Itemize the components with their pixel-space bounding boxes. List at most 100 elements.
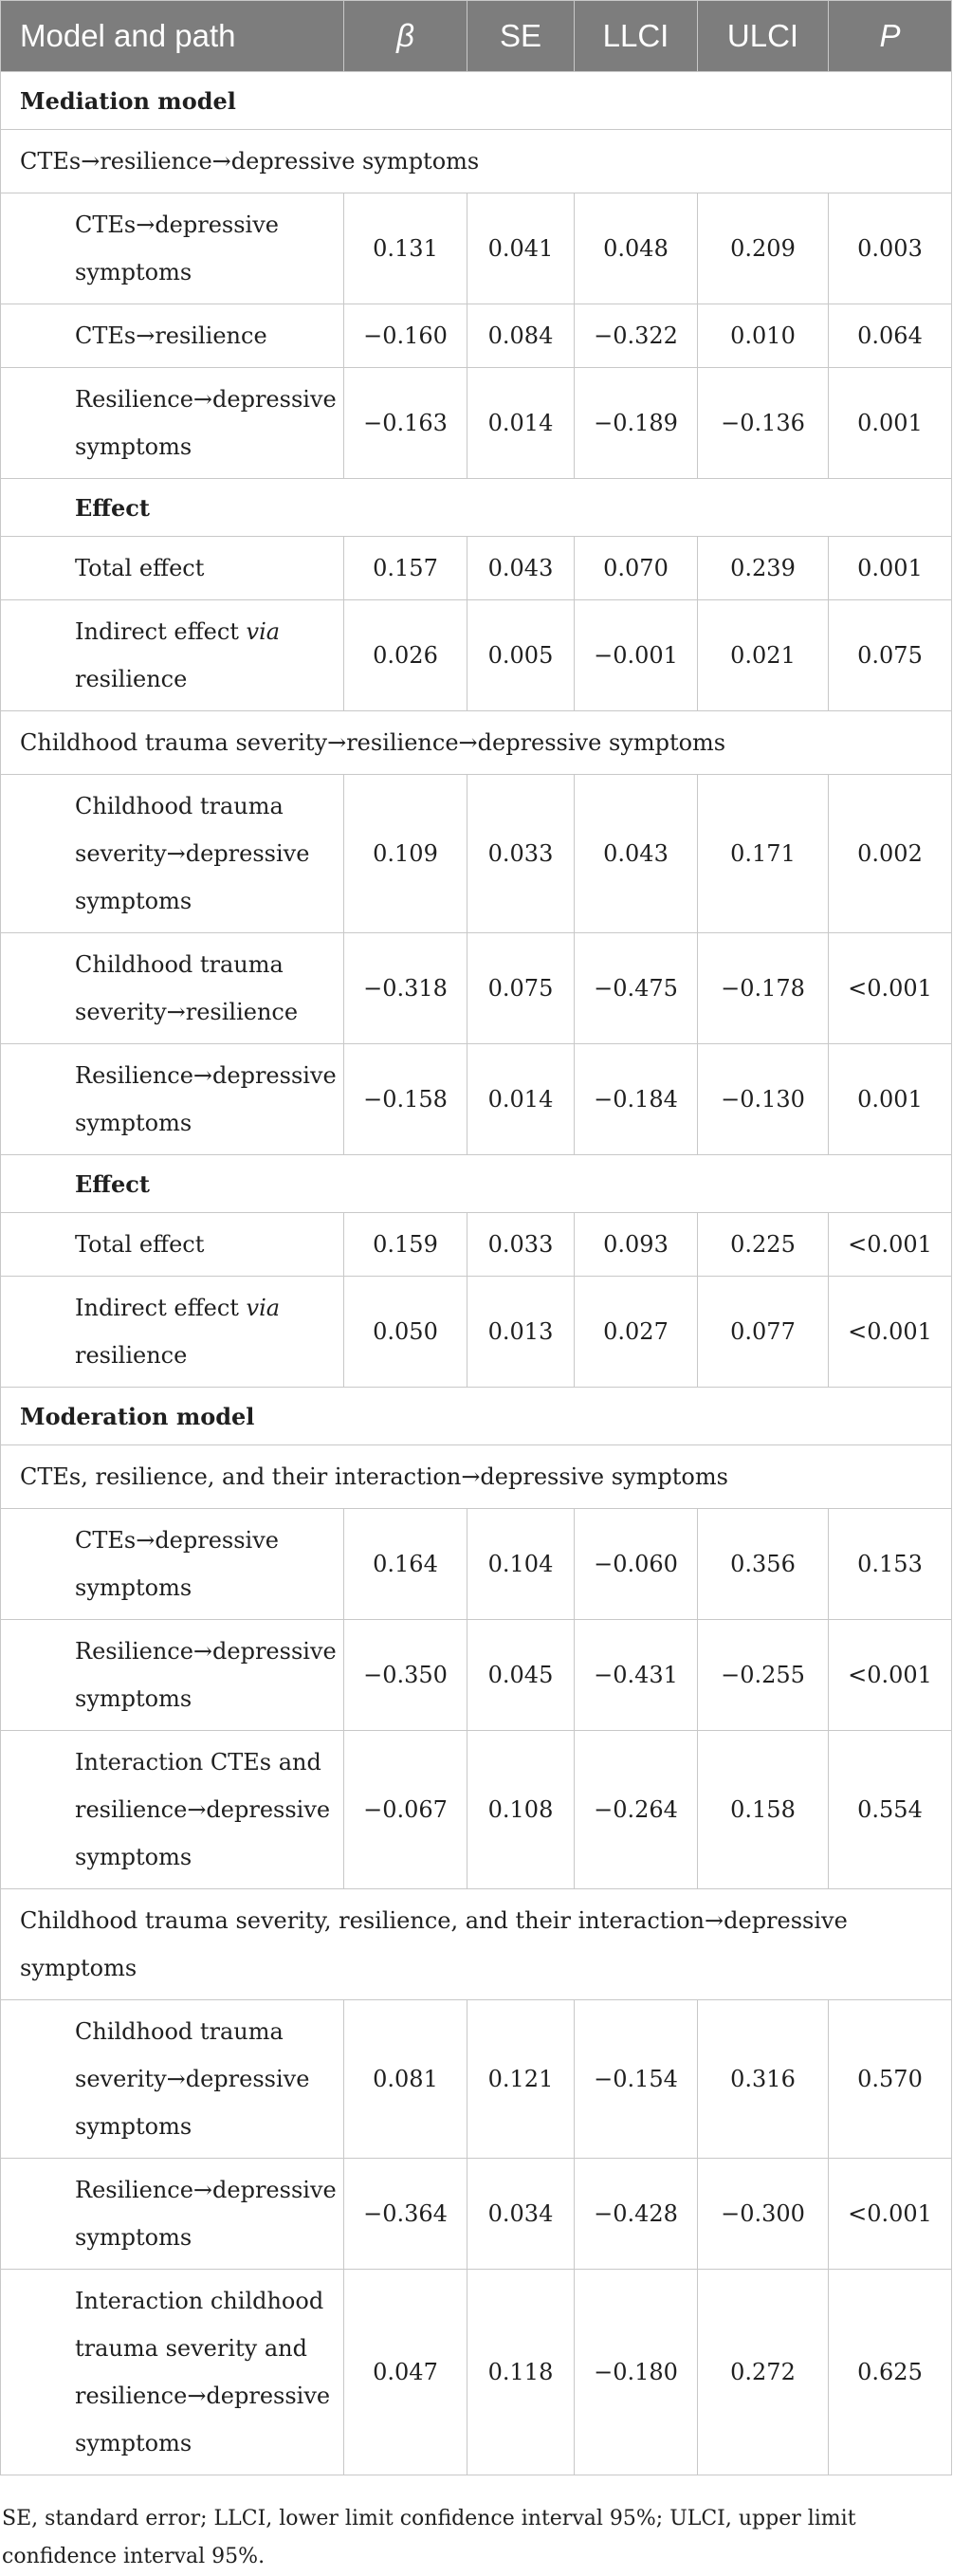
cell-p: <0.001	[828, 1276, 952, 1388]
path-label-text: Indirect effect	[75, 618, 247, 645]
subsection-row: CTEs, resilience, and their interaction→…	[0, 1444, 952, 1509]
table-body: Mediation model CTEs→resilience→depressiv…	[0, 71, 952, 2475]
cell-beta: −0.350	[343, 1619, 467, 1731]
path-label: Childhood trauma severity→resilience	[0, 932, 344, 1044]
effect-header-row: Effect	[0, 478, 952, 537]
cell-llci: −0.189	[574, 367, 698, 479]
cell-beta: −0.158	[343, 1043, 467, 1155]
section-header-row: Mediation model	[0, 71, 952, 130]
path-label: Total effect	[0, 1212, 344, 1277]
path-label-text: Childhood trauma severity→depressive sym…	[75, 2018, 310, 2140]
cell-beta: 0.164	[343, 1508, 467, 1620]
sub-label: CTEs, resilience, and their interaction→…	[0, 1444, 952, 1509]
path-label-text: CTEs→depressive symptoms	[75, 1527, 279, 1601]
path-label: Resilience→depressive symptoms	[0, 367, 344, 479]
path-label-text: Childhood trauma severity→resilience	[75, 951, 299, 1025]
cell-beta: 0.050	[343, 1276, 467, 1388]
cell-ulci: 0.171	[697, 774, 829, 933]
table-row: Resilience→depressive symptoms −0.364 0.03…	[0, 2158, 952, 2270]
cell-llci: −0.264	[574, 1730, 698, 1889]
path-label: CTEs→resilience	[0, 304, 344, 368]
table-row: CTEs→depressive symptoms 0.131 0.041 0.048 0…	[0, 193, 952, 304]
cell-p: <0.001	[828, 932, 952, 1044]
cell-se: 0.104	[467, 1508, 575, 1620]
path-label: Childhood trauma severity→depressive sym…	[0, 1999, 344, 2159]
cell-p: <0.001	[828, 1619, 952, 1731]
cell-ulci: 0.209	[697, 193, 829, 304]
cell-ulci: −0.255	[697, 1619, 829, 1731]
cell-ulci: 0.021	[697, 599, 829, 711]
table-row: Total effect 0.157 0.043 0.070 0.239 0.001	[0, 536, 952, 600]
path-label-text: Indirect effect	[75, 1295, 247, 1321]
cell-se: 0.014	[467, 367, 575, 479]
path-label-italic: via	[246, 1295, 281, 1321]
cell-llci: −0.431	[574, 1619, 698, 1731]
cell-beta: −0.067	[343, 1730, 467, 1889]
path-label-text: Interaction CTEs and resilience→depressi…	[75, 1749, 331, 1870]
effect-label: Effect	[0, 478, 952, 537]
cell-p: 0.075	[828, 599, 952, 711]
cell-ulci: 0.077	[697, 1276, 829, 1388]
cell-llci: −0.184	[574, 1043, 698, 1155]
cell-se: 0.033	[467, 774, 575, 933]
cell-llci: −0.001	[574, 599, 698, 711]
table-row: Childhood trauma severity→depressive sym…	[0, 1999, 952, 2159]
subsection-row: Childhood trauma severity→resilience→dep…	[0, 710, 952, 775]
header-p: P	[828, 0, 952, 72]
path-label: Resilience→depressive symptoms	[0, 1619, 344, 1731]
path-label: Interaction CTEs and resilience→depressi…	[0, 1730, 344, 1889]
path-label-text: Total effect	[75, 555, 205, 581]
path-label-text: Childhood trauma severity→depressive sym…	[75, 793, 310, 914]
cell-se: 0.033	[467, 1212, 575, 1277]
cell-se: 0.041	[467, 193, 575, 304]
table-row: CTEs→depressive symptoms 0.164 0.104 −0.060…	[0, 1508, 952, 1620]
path-label-suffix: resilience	[75, 1342, 188, 1369]
cell-beta: 0.047	[343, 2269, 467, 2475]
cell-p: <0.001	[828, 2158, 952, 2270]
sub-label: CTEs→resilience→depressive symptoms	[0, 129, 952, 193]
cell-llci: 0.070	[574, 536, 698, 600]
table-header-row: Model and path β SE LLCI ULCI P	[0, 0, 952, 72]
table-row: CTEs→resilience −0.160 0.084 −0.322 0.010 0.0…	[0, 304, 952, 368]
table-row: Total effect 0.159 0.033 0.093 0.225 <0.001	[0, 1212, 952, 1277]
path-label-text: Interaction childhood trauma severity an…	[75, 2288, 331, 2456]
header-ulci: ULCI	[697, 0, 829, 72]
cell-beta: 0.159	[343, 1212, 467, 1277]
cell-p: 0.001	[828, 367, 952, 479]
path-label: Total effect	[0, 536, 344, 600]
cell-ulci: −0.130	[697, 1043, 829, 1155]
cell-se: 0.075	[467, 932, 575, 1044]
cell-beta: 0.026	[343, 599, 467, 711]
cell-se: 0.045	[467, 1619, 575, 1731]
cell-ulci: 0.239	[697, 536, 829, 600]
path-label: Resilience→depressive symptoms	[0, 2158, 344, 2270]
header-model-path: Model and path	[0, 0, 344, 72]
results-table: Model and path β SE LLCI ULCI P Mediatio…	[0, 0, 952, 2475]
subsection-row: CTEs→resilience→depressive symptoms	[0, 129, 952, 193]
cell-llci: 0.027	[574, 1276, 698, 1388]
table-row: Resilience→depressive symptoms −0.163 0.01…	[0, 367, 952, 479]
cell-p: 0.001	[828, 536, 952, 600]
cell-p: 0.002	[828, 774, 952, 933]
section-header-row: Moderation model	[0, 1387, 952, 1445]
cell-se: 0.013	[467, 1276, 575, 1388]
cell-se: 0.014	[467, 1043, 575, 1155]
path-label-italic: via	[246, 618, 281, 645]
table-row: Childhood trauma severity→resilience −0.3…	[0, 932, 952, 1044]
table-row: Indirect effect via resilience 0.026 0.005…	[0, 599, 952, 711]
path-label-text: Total effect	[75, 1231, 205, 1258]
cell-beta: −0.364	[343, 2158, 467, 2270]
table-row: Childhood trauma severity→depressive sym…	[0, 774, 952, 933]
table-footnote: SE, standard error; LLCI, lower limit co…	[2, 2507, 856, 2568]
cell-p: 0.570	[828, 1999, 952, 2159]
cell-se: 0.043	[467, 536, 575, 600]
path-label-text: Resilience→depressive symptoms	[75, 2177, 337, 2251]
cell-llci: −0.322	[574, 304, 698, 368]
cell-ulci: −0.136	[697, 367, 829, 479]
cell-p: 0.153	[828, 1508, 952, 1620]
header-se: SE	[467, 0, 575, 72]
cell-p: 0.554	[828, 1730, 952, 1889]
cell-llci: 0.093	[574, 1212, 698, 1277]
cell-p: 0.003	[828, 193, 952, 304]
